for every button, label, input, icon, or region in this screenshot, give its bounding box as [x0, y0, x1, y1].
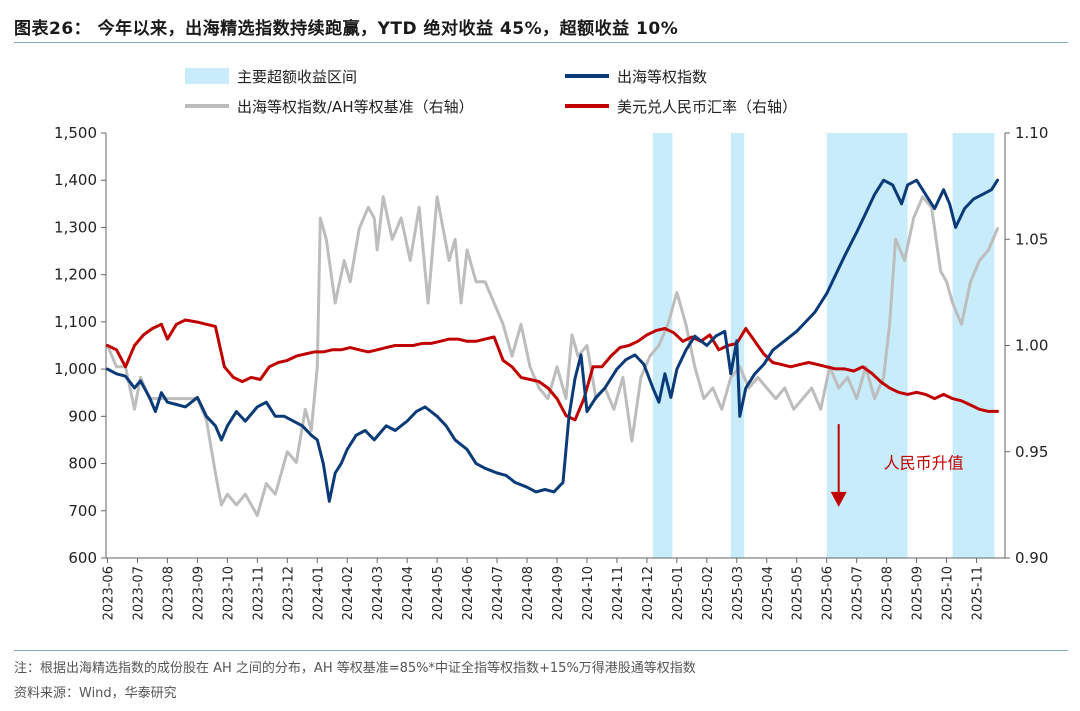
- x-tick-label: 2024-08: [521, 566, 536, 620]
- chart-canvas: 600 700 800 900 1,000 1,100 1,200 1,300 1,400 1,5…: [54, 68, 1048, 620]
- y-left-tick-label: 1,400: [54, 171, 97, 189]
- y-right-tick-label: 0.90: [1015, 549, 1048, 567]
- x-tick-label: 2025-05: [791, 566, 806, 620]
- x-tick-label: 2025-06: [821, 566, 836, 620]
- series-line-chuhai-index: [106, 178, 999, 503]
- shaded-periods: [652, 133, 995, 558]
- x-tick-label: 2024-04: [401, 566, 416, 620]
- x-tick-label: 2025-02: [701, 566, 716, 620]
- y-left-tick-label: 700: [68, 502, 97, 520]
- legend-label: 出海等权指数: [617, 68, 707, 86]
- x-tick-label: 2025-04: [761, 566, 776, 620]
- legend-label: 主要超额收益区间: [237, 68, 357, 86]
- series-line-usdcny: [106, 318, 999, 422]
- chart-title: 图表26： 今年以来，出海精选指数持续跑赢，YTD 绝对收益 45%，超额收益 …: [14, 19, 679, 39]
- x-tick-label: 2024-11: [611, 566, 626, 620]
- x-tick-label: 2024-03: [371, 566, 386, 620]
- x-tick-label: 2025-10: [941, 566, 956, 620]
- x-tick-label: 2023-08: [161, 566, 176, 620]
- x-tick-label: 2024-12: [641, 566, 656, 620]
- annotation: 人民币升值: [830, 424, 964, 507]
- legend-label: 美元兑人民币汇率（右轴）: [617, 98, 797, 116]
- x-tick-label: 2025-11: [971, 566, 986, 620]
- y-right-tick-label: 1.05: [1015, 230, 1048, 248]
- title-rule: [14, 42, 1068, 43]
- y-left-tick-label: 600: [68, 549, 97, 567]
- y-right-tick-label: 1.10: [1015, 124, 1048, 142]
- x-tick-label: 2023-10: [221, 566, 236, 620]
- y-right-tick-label: 1.00: [1015, 337, 1048, 355]
- legend-swatch-area: [185, 68, 229, 84]
- x-tick-label: 2024-10: [581, 566, 596, 620]
- y-left-tick-label: 1,200: [54, 266, 97, 284]
- x-tick-label: 2025-03: [731, 566, 746, 620]
- x-tick-label: 2023-11: [251, 566, 266, 620]
- x-tick-label: 2023-09: [191, 566, 206, 620]
- shaded-period-4: [952, 133, 995, 558]
- y-left-tick-label: 1,500: [54, 124, 97, 142]
- y-left-tick-label: 1,100: [54, 313, 97, 331]
- footer-rule: [14, 650, 1068, 651]
- x-tick-label: 2023-06: [101, 566, 116, 620]
- y-right-tick-label: 0.95: [1015, 443, 1048, 461]
- annotation-rmb-appreciation: 人民币升值: [884, 453, 964, 472]
- x-tick-label: 2024-09: [551, 566, 566, 620]
- x-tick-label: 2025-08: [881, 566, 896, 620]
- x-tick-label: 2023-07: [131, 566, 146, 620]
- legend-label: 出海等权指数/AH等权基准（右轴）: [237, 98, 474, 116]
- footnote: 注：根据出海精选指数的成份股在 AH 之间的分布，AH 等权基准=85%*中证全…: [14, 661, 696, 676]
- x-tick-label: 2024-07: [491, 566, 506, 620]
- rmb-arrow-head-icon: [830, 491, 847, 507]
- series-lines: [106, 178, 999, 517]
- y-left-tick-label: 1,000: [54, 360, 97, 378]
- x-tick-label: 2025-07: [851, 566, 866, 620]
- shaded-period-1: [652, 133, 673, 558]
- shaded-period-3: [826, 133, 908, 558]
- x-tick-label: 2024-02: [341, 566, 356, 620]
- source-note: 资料来源：Wind，华泰研究: [14, 686, 177, 701]
- x-tick-label: 2025-09: [911, 566, 926, 620]
- x-tick-label: 2024-06: [461, 566, 476, 620]
- series-line-ah-ratio: [106, 195, 999, 517]
- axes: 600 700 800 900 1,000 1,100 1,200 1,300 1,400 1,5…: [54, 124, 1048, 620]
- x-tick-label: 2025-01: [671, 566, 686, 620]
- x-tick-label: 2024-05: [431, 566, 446, 620]
- y-left-tick-label: 1,300: [54, 218, 97, 236]
- y-left-tick-label: 900: [68, 407, 97, 425]
- y-left-tick-label: 800: [68, 455, 97, 473]
- x-tick-label: 2024-01: [311, 566, 326, 620]
- x-tick-label: 2023-12: [281, 566, 296, 620]
